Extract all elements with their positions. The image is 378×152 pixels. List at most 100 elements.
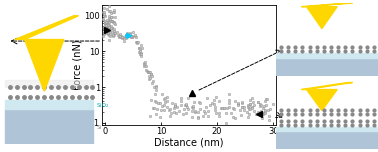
Point [171,106,177,109]
Point [104,32,110,34]
Point [235,104,241,106]
Point [116,36,122,38]
Point [145,70,151,73]
Polygon shape [301,3,352,7]
Point [192,110,198,112]
Point [251,110,257,112]
Point [204,97,210,99]
Point [133,36,139,38]
Point [102,22,108,24]
Point [202,112,208,114]
Point [157,116,163,118]
Point [247,102,253,105]
Point [172,105,178,107]
Point [100,18,106,20]
Point [113,31,119,33]
Point [104,28,110,30]
Point [153,113,160,116]
Point [195,110,201,113]
Point [218,106,224,109]
Point [153,86,159,88]
Point [226,98,232,101]
Point [129,35,135,37]
Point [102,21,108,23]
Point [107,30,113,33]
Point [119,36,125,38]
Point [191,105,197,107]
Point [167,108,173,110]
Point [239,101,245,103]
Point [207,104,213,106]
Point [150,79,156,82]
Point [107,26,113,28]
Point [105,21,112,23]
Point [185,97,191,99]
Point [166,109,172,111]
Point [162,97,168,100]
Point [257,103,263,105]
Point [111,20,117,23]
Point [246,105,252,107]
Point [268,108,274,110]
Point [112,23,118,25]
Point [183,104,189,106]
Point [230,116,236,119]
Point [138,43,144,46]
Point [116,32,122,35]
Polygon shape [15,16,79,40]
Point [137,48,143,50]
Point [106,9,112,12]
Point [212,106,218,108]
Point [176,110,182,112]
Point [200,114,206,117]
Point [101,35,107,38]
Bar [5,80,93,87]
Point [239,114,245,116]
Point [270,103,276,106]
Point [189,106,195,109]
Point [141,65,147,67]
Point [115,34,121,36]
Point [161,104,167,107]
Point [178,100,184,103]
Point [147,77,153,79]
Point [108,16,114,18]
Point [146,71,152,73]
Point [237,109,243,111]
Point [102,27,108,29]
Point [201,110,207,112]
Point [105,26,111,29]
Point [221,107,227,109]
Point [171,111,177,113]
Point [244,111,250,113]
Point [112,31,118,34]
Point [147,73,153,75]
Point [107,20,113,22]
Point [150,107,156,109]
Point [151,86,157,89]
Point [101,7,107,9]
Point [223,121,229,124]
Point [216,100,222,103]
Point [128,36,134,38]
Point [128,35,134,37]
Point [126,35,132,37]
Point [141,62,147,65]
Point [102,22,108,24]
Point [180,112,186,115]
Point [107,18,113,21]
Point [158,109,164,112]
Point [219,107,225,110]
Point [101,33,107,35]
Point [149,82,155,84]
Point [221,107,227,109]
Point [141,62,147,65]
Point [181,104,187,106]
Point [101,14,107,17]
Point [164,106,170,108]
Point [136,51,142,53]
Point [251,104,257,107]
Point [109,27,115,29]
Point [105,31,112,33]
Point [261,104,267,107]
